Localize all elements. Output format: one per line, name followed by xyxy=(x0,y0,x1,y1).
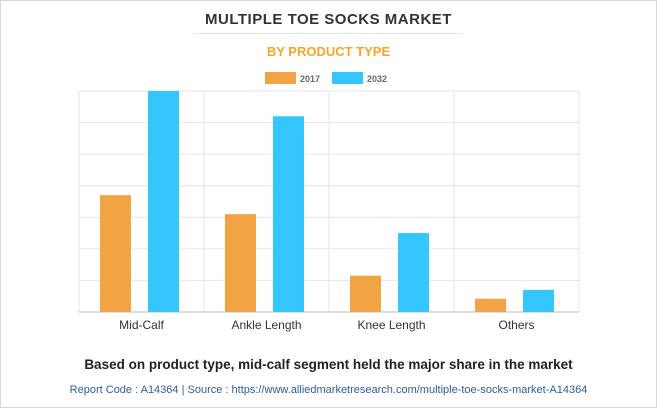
legend-swatch-2017 xyxy=(265,72,296,84)
bar-2017-ankle-length xyxy=(225,214,256,312)
legend-swatch-2032 xyxy=(332,72,363,84)
bar-2017-others xyxy=(475,298,506,312)
bar-2032-knee-length xyxy=(398,233,429,312)
x-tick-label: Others xyxy=(498,318,534,332)
x-tick-label: Knee Length xyxy=(357,318,425,332)
chart-subtitle: BY PRODUCT TYPE xyxy=(266,44,391,59)
title-divider xyxy=(193,33,463,34)
source-line: Report Code : A14364 | Source : https://… xyxy=(69,384,588,396)
x-tick-label: Ankle Length xyxy=(231,318,301,332)
chart-title: MULTIPLE TOE SOCKS MARKET xyxy=(205,11,452,28)
bar-2017-mid-calf xyxy=(100,195,131,312)
chart-caption: Based on product type, mid-calf segment … xyxy=(84,357,573,372)
bar-chart: Mid-Calf Ankle Length Knee Length Others 201… xyxy=(78,72,580,332)
legend-label-2032: 2032 xyxy=(367,74,387,84)
x-tick-label: Mid-Calf xyxy=(119,318,164,332)
legend-label-2017: 2017 xyxy=(300,74,320,84)
bar-2032-others xyxy=(523,289,554,312)
bar-2032-ankle-length xyxy=(273,116,304,312)
bar-2017-knee-length xyxy=(350,275,381,312)
bar-2032-mid-calf xyxy=(148,91,179,312)
